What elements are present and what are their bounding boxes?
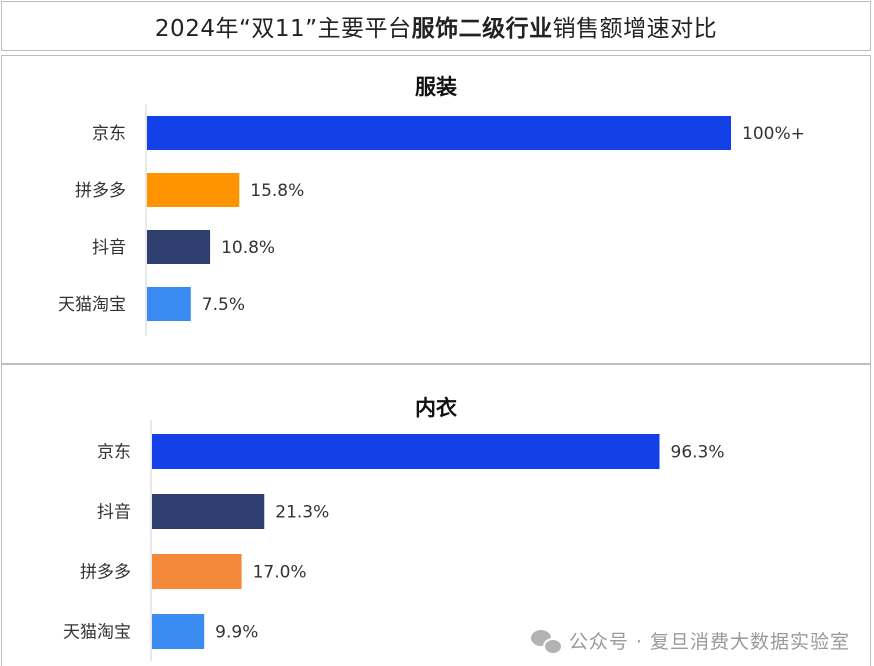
category-label: 拼多多 — [80, 563, 131, 583]
data-label: 9.9% — [215, 623, 258, 643]
bar — [147, 116, 731, 150]
watermark: 公众号 · 复旦消费大数据实验室 — [530, 627, 850, 655]
data-label: 21.3% — [275, 503, 329, 523]
category-label: 京东 — [97, 443, 131, 463]
title-prefix: 2024年“双11”主要平台 — [154, 16, 412, 42]
bar — [152, 614, 205, 649]
title-highlight: 服饰二级行业 — [411, 16, 553, 42]
data-label: 15.8% — [250, 181, 304, 201]
chart-panel-clothing: 服装京东 100%+ 拼多多 15.8% 抖音 10.8% 天猫淘宝 7.5% — [1, 55, 871, 364]
category-label: 天猫淘宝 — [58, 295, 126, 315]
watermark-text: 公众号 · 复旦消费大数据实验室 — [568, 631, 850, 653]
data-label: 10.8% — [221, 238, 275, 258]
bar — [147, 230, 211, 264]
category-label: 抖音 — [92, 238, 126, 258]
category-label: 拼多多 — [75, 181, 126, 201]
wechat-icon — [530, 629, 563, 655]
category-label: 京东 — [92, 124, 126, 144]
chart-title: 内衣 — [415, 396, 457, 420]
chart-title: 服装 — [415, 75, 457, 99]
bar — [152, 434, 660, 469]
bar — [152, 554, 242, 589]
bar — [147, 173, 240, 207]
chart-panel-underwear: 内衣京东 96.3% 抖音 21.3% 拼多多 17.0% 天猫淘宝 9.9% — [1, 364, 871, 666]
bar — [147, 287, 191, 321]
title-suffix: 销售额增速对比 — [552, 16, 718, 42]
data-label: 100%+ — [742, 124, 805, 144]
data-label: 96.3% — [671, 443, 725, 463]
chart-title-box: 2024年“双11”主要平台 服饰二级行业 销售额增速对比 — [1, 1, 871, 51]
data-label: 7.5% — [202, 295, 245, 315]
data-label: 17.0% — [253, 563, 307, 583]
bar — [152, 494, 265, 529]
category-label: 抖音 — [97, 503, 131, 523]
category-label: 天猫淘宝 — [63, 623, 131, 643]
